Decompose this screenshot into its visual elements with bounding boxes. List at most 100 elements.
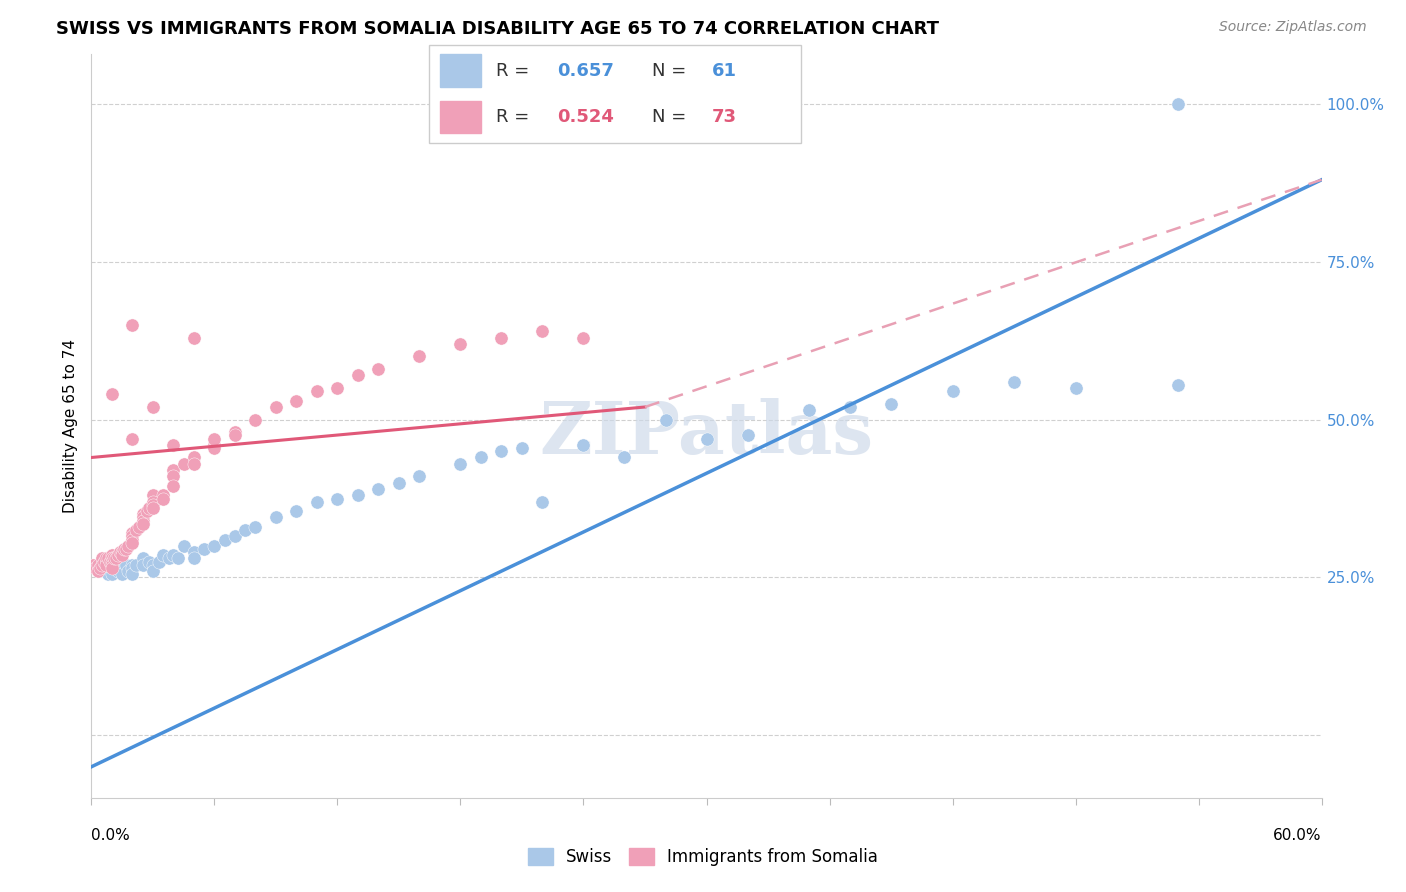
FancyBboxPatch shape: [440, 54, 481, 87]
Point: [224, 428, 246, 442]
Text: Source: ZipAtlas.com: Source: ZipAtlas.com: [1219, 20, 1367, 34]
Point: [121, 558, 143, 572]
Point: [202, 438, 225, 452]
Point: [142, 488, 165, 502]
Point: [101, 551, 124, 566]
Point: [138, 500, 160, 515]
Point: [264, 510, 287, 524]
Point: [152, 488, 174, 502]
Point: [305, 384, 328, 399]
Point: [101, 549, 124, 563]
Point: [128, 520, 150, 534]
Point: [224, 529, 246, 543]
Point: [94, 551, 117, 566]
Point: [101, 558, 124, 572]
Point: [121, 567, 143, 582]
Point: [285, 504, 308, 518]
Point: [111, 545, 134, 559]
Point: [173, 539, 195, 553]
Point: [531, 494, 554, 508]
Point: [107, 549, 129, 563]
Point: [101, 555, 124, 569]
Point: [86, 558, 108, 572]
Point: [90, 558, 112, 572]
Point: [1002, 375, 1025, 389]
Point: [131, 516, 153, 531]
Point: [138, 555, 160, 569]
Point: [491, 444, 513, 458]
Point: [797, 403, 820, 417]
Point: [101, 561, 124, 575]
Point: [125, 523, 148, 537]
Point: [121, 533, 143, 547]
Point: [162, 463, 184, 477]
Point: [839, 400, 862, 414]
Point: [107, 564, 129, 578]
Point: [142, 400, 165, 414]
Point: [572, 330, 595, 344]
Point: [367, 482, 389, 496]
Point: [105, 558, 127, 572]
Point: [117, 564, 139, 578]
Point: [1064, 381, 1087, 395]
Point: [347, 488, 370, 502]
Point: [245, 520, 267, 534]
Point: [101, 387, 124, 401]
Point: [97, 567, 120, 582]
Point: [142, 564, 165, 578]
Text: SWISS VS IMMIGRANTS FROM SOMALIA DISABILITY AGE 65 TO 74 CORRELATION CHART: SWISS VS IMMIGRANTS FROM SOMALIA DISABIL…: [56, 20, 939, 37]
Point: [449, 97, 471, 112]
Point: [101, 567, 124, 582]
Point: [112, 541, 135, 556]
Text: 60.0%: 60.0%: [1274, 828, 1322, 843]
Point: [245, 412, 267, 426]
Point: [111, 561, 134, 575]
Point: [131, 558, 153, 572]
Text: 0.657: 0.657: [557, 62, 614, 79]
Point: [1167, 378, 1189, 392]
Point: [202, 432, 225, 446]
Point: [131, 514, 153, 528]
Point: [121, 529, 143, 543]
Point: [193, 541, 215, 556]
Text: N =: N =: [652, 62, 692, 79]
Point: [214, 533, 236, 547]
Text: R =: R =: [496, 108, 534, 126]
Point: [105, 551, 127, 566]
Point: [173, 457, 195, 471]
Point: [142, 500, 165, 515]
Point: [135, 504, 157, 518]
Point: [183, 457, 205, 471]
Text: N =: N =: [652, 108, 692, 126]
Point: [202, 539, 225, 553]
Point: [613, 450, 636, 465]
Point: [162, 479, 184, 493]
Point: [94, 564, 117, 578]
Point: [572, 438, 595, 452]
Point: [367, 362, 389, 376]
Text: R =: R =: [496, 62, 534, 79]
Point: [737, 428, 759, 442]
Point: [224, 425, 246, 440]
Point: [157, 551, 180, 566]
FancyBboxPatch shape: [429, 45, 801, 143]
Point: [654, 412, 676, 426]
Point: [111, 567, 134, 582]
Point: [125, 558, 148, 572]
Point: [93, 555, 115, 569]
Point: [131, 510, 153, 524]
Text: 73: 73: [711, 108, 737, 126]
Point: [347, 368, 370, 383]
Point: [115, 541, 138, 556]
Point: [1167, 97, 1189, 112]
Point: [90, 551, 112, 566]
Point: [152, 491, 174, 506]
Point: [305, 494, 328, 508]
Point: [162, 438, 184, 452]
Point: [86, 564, 108, 578]
Point: [103, 551, 125, 566]
Point: [115, 558, 138, 572]
Point: [101, 561, 124, 575]
Point: [166, 551, 188, 566]
Point: [84, 561, 107, 575]
